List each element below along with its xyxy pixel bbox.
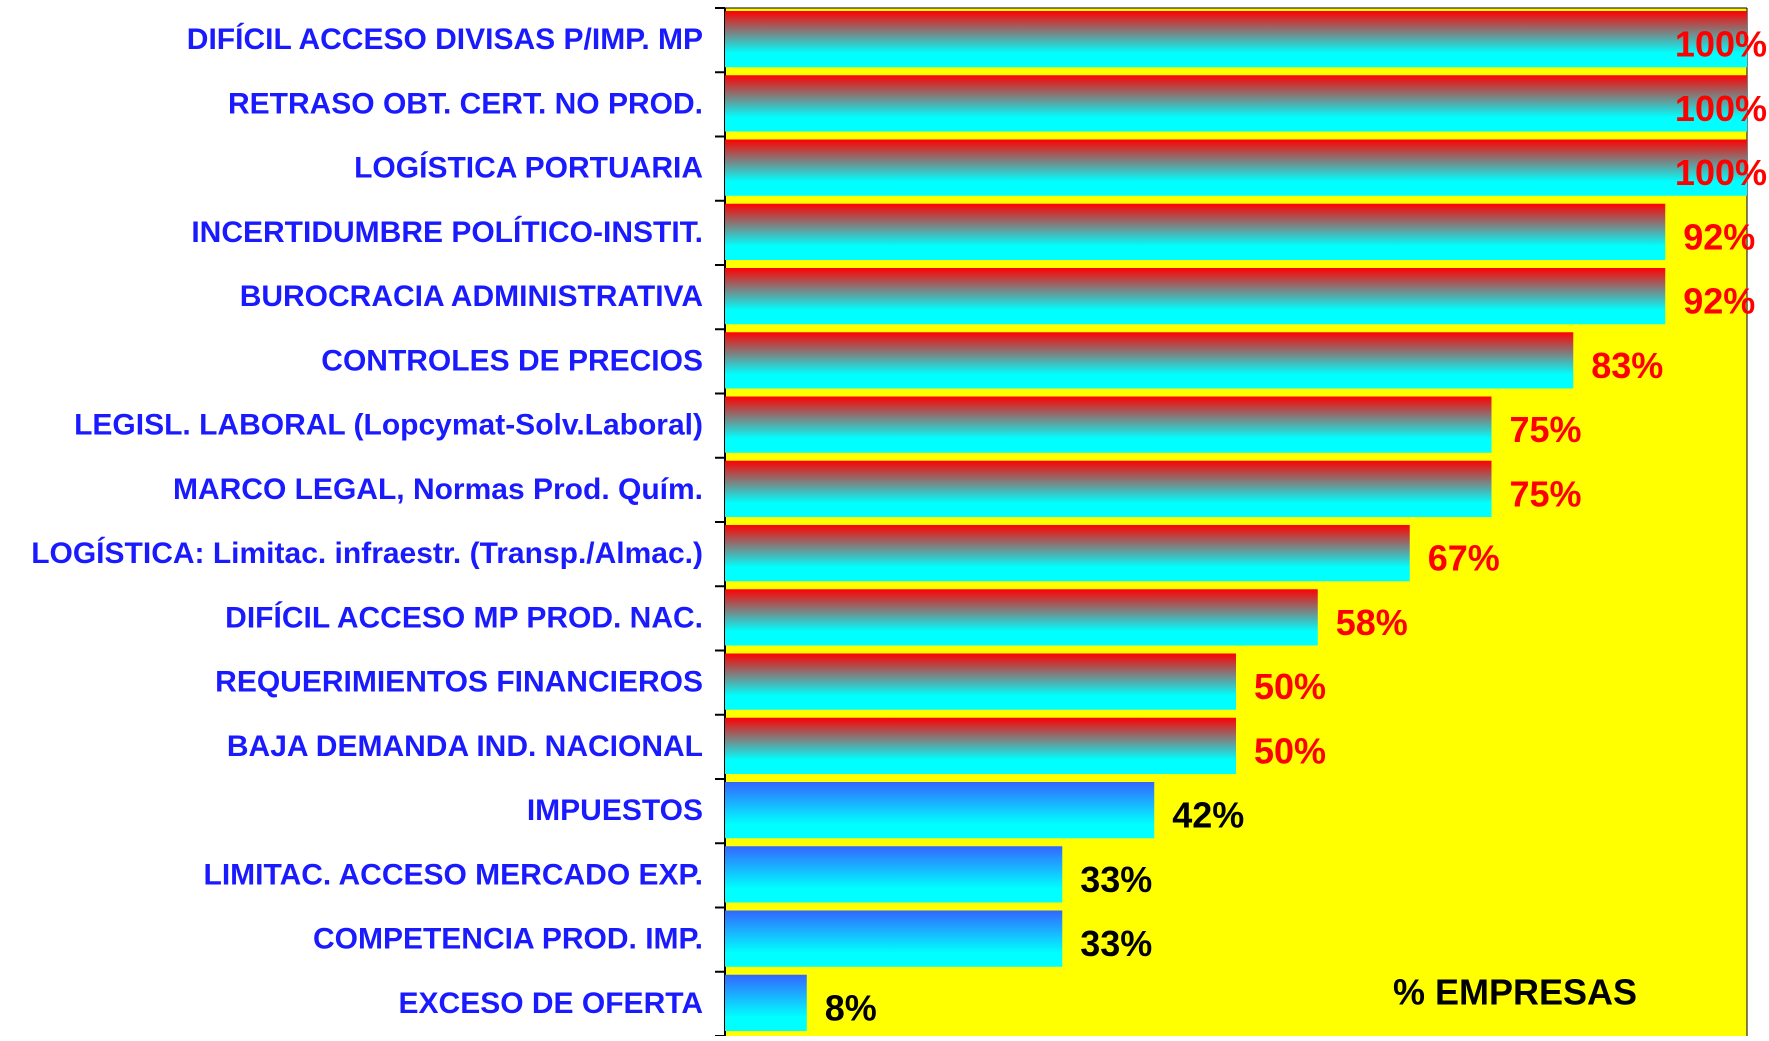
value-label: 50% <box>1254 666 1326 707</box>
value-label: 75% <box>1510 473 1582 514</box>
value-label: 33% <box>1080 859 1152 900</box>
category-label: DIFÍCIL ACCESO DIVISAS P/IMP. MP <box>187 22 703 56</box>
bar <box>725 268 1666 325</box>
bar <box>725 332 1574 389</box>
category-label: COMPETENCIA PROD. IMP. <box>313 923 703 956</box>
value-label: 67% <box>1428 538 1500 579</box>
value-label: 75% <box>1510 409 1582 450</box>
category-label: REQUERIMIENTOS FINANCIEROS <box>215 666 703 699</box>
bar <box>725 11 1747 68</box>
value-label: 100% <box>1675 152 1767 193</box>
category-label: BAJA DEMANDA IND. NACIONAL <box>227 730 703 763</box>
bar <box>725 525 1410 582</box>
value-label: 100% <box>1675 88 1767 129</box>
bar <box>725 139 1747 196</box>
bar <box>725 782 1155 839</box>
value-label: 8% <box>825 987 877 1028</box>
category-label: LIMITAC. ACCESO MERCADO EXP. <box>204 858 703 891</box>
category-label: IMPUESTOS <box>527 794 703 827</box>
value-label: 92% <box>1683 216 1755 257</box>
bar <box>725 460 1492 517</box>
bar <box>725 589 1318 646</box>
category-label: MARCO LEGAL, Normas Prod. Quím. <box>173 473 703 506</box>
category-label: BUROCRACIA ADMINISTRATIVA <box>240 280 703 313</box>
x-axis-label: % EMPRESAS <box>1393 972 1637 1013</box>
value-label: 58% <box>1336 602 1408 643</box>
value-label: 33% <box>1080 923 1152 964</box>
category-label: LOGÍSTICA: Limitac. infraestr. (Transp./… <box>31 536 703 570</box>
bar <box>725 846 1063 903</box>
category-label: DIFÍCIL ACCESO MP PROD. NAC. <box>225 600 703 634</box>
category-label: LEGISL. LABORAL (Lopcymat-Solv.Laboral) <box>74 409 703 442</box>
category-label: EXCESO DE OFERTA <box>399 987 703 1020</box>
value-label: 83% <box>1591 345 1663 386</box>
bar <box>725 75 1747 132</box>
bar <box>725 974 807 1031</box>
bar <box>725 910 1063 967</box>
category-label: RETRASO OBT. CERT. NO PROD. <box>228 87 703 120</box>
category-label: INCERTIDUMBRE POLÍTICO-INSTIT. <box>191 215 703 249</box>
category-label: CONTROLES DE PRECIOS <box>321 344 703 377</box>
value-label: 92% <box>1683 281 1755 322</box>
bar <box>725 717 1236 774</box>
category-label: LOGÍSTICA PORTUARIA <box>354 151 703 185</box>
bar <box>725 653 1236 710</box>
value-label: 50% <box>1254 730 1326 771</box>
value-label: 42% <box>1172 795 1244 836</box>
bar <box>725 396 1492 453</box>
value-label: 100% <box>1675 24 1767 65</box>
bar <box>725 203 1666 260</box>
